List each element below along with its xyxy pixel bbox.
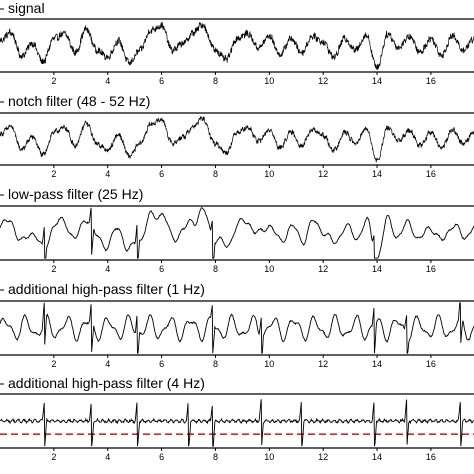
x-tick-label: 8 (213, 169, 218, 179)
x-tick-label: 8 (213, 76, 218, 86)
x-tick-label: 6 (159, 452, 164, 462)
x-tick-label: 8 (213, 359, 218, 369)
x-tick-label: 12 (318, 452, 328, 462)
x-tick-label: 2 (51, 452, 56, 462)
x-tick-label: 2 (51, 169, 56, 179)
x-tick-label: 14 (372, 264, 382, 274)
panel-title: notch filter (48 - 52 Hz) (8, 93, 150, 109)
x-tick-label: 2 (51, 359, 56, 369)
x-tick-label: 14 (372, 359, 382, 369)
x-tick-label: 16 (426, 76, 436, 86)
x-tick-label: 4 (105, 359, 110, 369)
x-tick-label: 14 (372, 169, 382, 179)
x-tick-label: 4 (105, 264, 110, 274)
x-tick-label: 16 (426, 264, 436, 274)
signal-panel-2: notch filter (48 - 52 Hz) 2 4 6 8 10 12 14 16 (0, 93, 474, 179)
signal-trace (0, 302, 474, 354)
x-tick-label: 6 (159, 264, 164, 274)
x-tick-label: 12 (318, 76, 328, 86)
x-tick-label: 16 (426, 452, 436, 462)
x-tick-label: 10 (264, 169, 274, 179)
signal-panel-1: signal 2 4 6 8 10 12 14 16 (0, 0, 474, 86)
signal-panel-3: low-pass filter (25 Hz) 2 4 6 8 10 12 14 16 (0, 186, 474, 274)
x-tick-label: 12 (318, 264, 328, 274)
x-tick-label: 2 (51, 264, 56, 274)
x-tick-label: 10 (264, 264, 274, 274)
panel-title: additional high-pass filter (4 Hz) (8, 375, 205, 391)
x-tick-label: 6 (159, 359, 164, 369)
x-tick-label: 12 (318, 359, 328, 369)
x-tick-label: 6 (159, 76, 164, 86)
x-tick-label: 2 (51, 76, 56, 86)
x-tick-label: 16 (426, 359, 436, 369)
signal-panel-4: additional high-pass filter (1 Hz) 2 4 6 8 10… (0, 281, 474, 369)
panel-title: low-pass filter (25 Hz) (8, 186, 143, 202)
x-tick-label: 16 (426, 169, 436, 179)
panel-title: signal (8, 0, 45, 16)
x-tick-label: 10 (264, 359, 274, 369)
signal-trace (0, 21, 474, 70)
x-tick-label: 12 (318, 169, 328, 179)
x-tick-label: 8 (213, 264, 218, 274)
x-tick-label: 6 (159, 169, 164, 179)
signal-trace (0, 116, 474, 163)
x-tick-label: 4 (105, 452, 110, 462)
x-tick-label: 14 (372, 452, 382, 462)
x-tick-label: 10 (264, 452, 274, 462)
panel-title: additional high-pass filter (1 Hz) (8, 281, 205, 297)
signal-panel-5: additional high-pass filter (4 Hz) 2 4 6 8 10… (0, 375, 474, 462)
signal-trace (0, 207, 474, 259)
x-tick-label: 14 (372, 76, 382, 86)
x-tick-label: 4 (105, 169, 110, 179)
x-tick-label: 4 (105, 76, 110, 86)
x-tick-label: 8 (213, 452, 218, 462)
x-tick-label: 10 (264, 76, 274, 86)
signal-trace (0, 399, 474, 447)
